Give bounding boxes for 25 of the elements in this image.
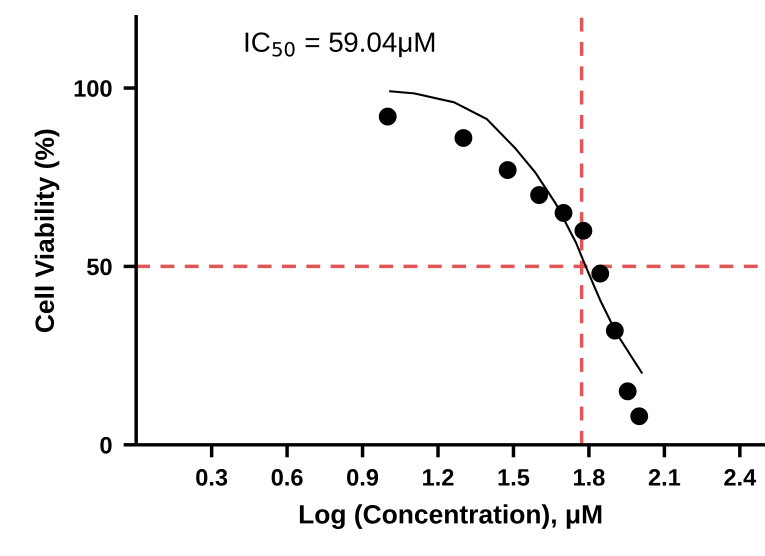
y-tick-label: 0 — [100, 436, 112, 454]
line-series — [389, 90, 643, 374]
point — [530, 186, 548, 204]
x-tick-label: 1.5 — [498, 469, 530, 486]
x-tick-label: 1.2 — [423, 469, 454, 486]
point — [591, 264, 610, 282]
x-tick-label: 2.4 — [724, 469, 756, 486]
point — [606, 322, 624, 340]
point — [554, 204, 572, 222]
point — [618, 382, 637, 400]
x-tick-label: 2.1 — [648, 469, 680, 486]
y-tick-label: 50 — [87, 258, 112, 276]
x-axis-title: Log (Concentration), μM — [300, 504, 602, 530]
point — [630, 407, 648, 426]
y-tick-label: 100 — [74, 80, 112, 97]
point — [498, 161, 517, 179]
point — [378, 108, 397, 126]
point — [454, 129, 472, 147]
x-tick-label: 1.8 — [574, 469, 605, 486]
annotation: IC$_{50}$ = 59.04μM — [246, 32, 434, 58]
x-tick-label: 0.6 — [272, 469, 303, 486]
x-tick-label: 0.9 — [347, 469, 378, 486]
y-axis-title: Cell Viability (%) — [34, 130, 60, 332]
x-tick-label: 0.3 — [196, 469, 228, 486]
point — [574, 222, 592, 240]
